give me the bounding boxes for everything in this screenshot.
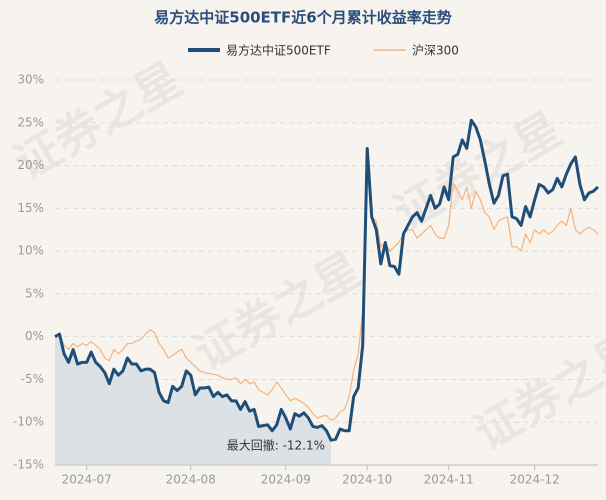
series-line [54,118,600,442]
watermark-text: 证券之星 [185,242,371,381]
series-line [54,156,599,422]
y-tick-label: -15% [13,458,44,472]
drawdown-shade [55,334,332,465]
y-tick-label: 0% [25,329,44,343]
x-tick-label: 2024-09 [261,473,311,487]
x-tick-label: 2024-10 [342,473,392,487]
y-tick-label: 25% [17,115,44,129]
x-tick-label: 2024-12 [510,473,560,487]
x-tick-label: 2024-07 [62,473,112,487]
x-tick-label: 2024-11 [424,473,474,487]
watermark-text: 证券之星 [465,322,606,461]
y-tick-label: -10% [13,415,44,429]
legend-label: 易方达中证500ETF [226,43,331,58]
chart-title: 易方达中证500ETF近6个月累计收益率走势 [154,9,451,27]
legend-label: 沪深300 [412,44,459,58]
x-tick-label: 2024-08 [166,473,216,487]
y-tick-label: 5% [25,286,44,300]
y-tick-label: 20% [17,158,44,172]
y-tick-label: 15% [17,201,44,215]
y-tick-label: -5% [21,372,44,386]
y-tick-label: 10% [17,244,44,258]
annotation: 最大回撤: -12.1% [227,438,325,453]
y-tick-label: 30% [17,73,44,87]
